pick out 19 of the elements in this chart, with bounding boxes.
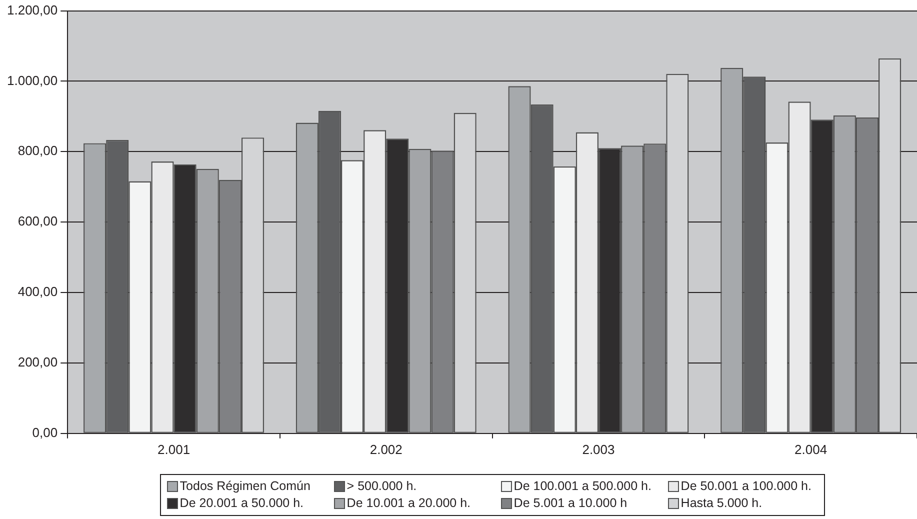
legend-label: > 500.000 h.	[346, 478, 417, 495]
legend-label: Hasta 5.000 h.	[680, 495, 762, 512]
x-tick-label: 2.003	[582, 442, 615, 457]
legend-label: De 50.001 a 100.000 h.	[680, 478, 812, 495]
x-tick-label: 2.004	[794, 442, 828, 457]
y-tick-label: 1.000,00	[6, 72, 58, 88]
y-tick-label: 800,00	[18, 143, 58, 158]
y-tick-label: 400,00	[18, 284, 58, 300]
legend-label: De 100.001 a 500.000 h.	[514, 478, 652, 495]
x-tick-label: 2.001	[158, 442, 190, 457]
y-tick-label: 600,00	[18, 214, 58, 229]
y-tick-label: 200,00	[18, 354, 58, 370]
legend-label: Todos Régimen Común	[180, 478, 310, 495]
y-tick-label: 1.200,00	[6, 2, 58, 18]
y-tick-label: 0,00	[32, 424, 58, 440]
legend-label: De 5.001 a 10.000 h	[514, 495, 628, 512]
legend-label: De 10.001 a 20.000 h.	[346, 495, 471, 512]
x-tick-label: 2.002	[370, 442, 402, 457]
legend-label: De 20.001 a 50.000 h.	[180, 495, 304, 512]
